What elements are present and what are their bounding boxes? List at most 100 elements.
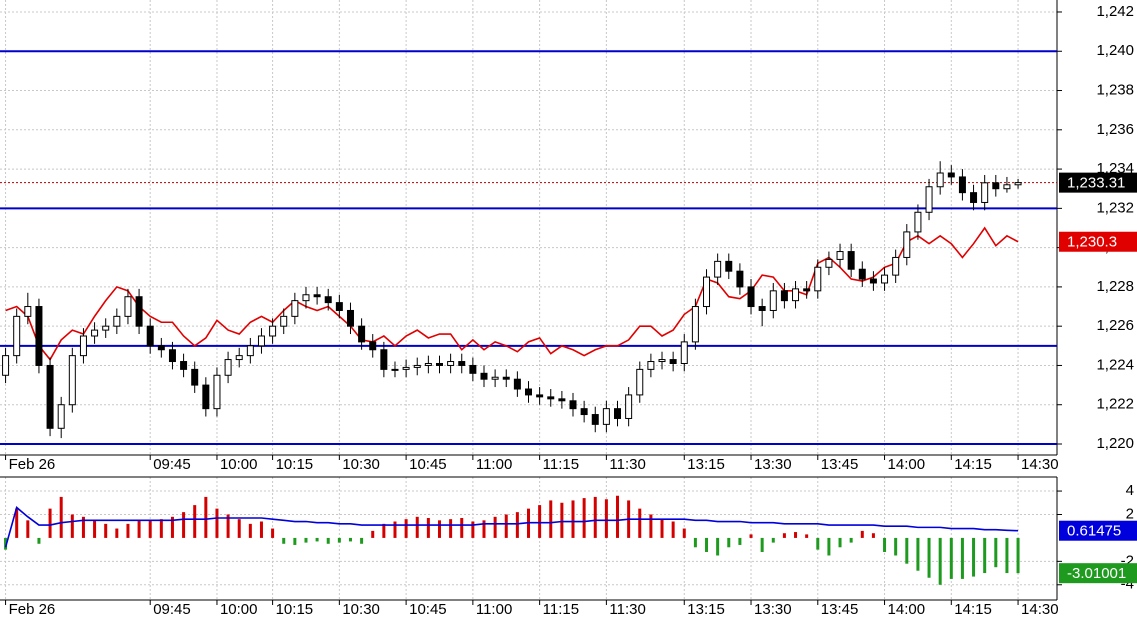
candle-body <box>502 376 510 380</box>
candle-body <box>881 274 889 284</box>
candle-body <box>435 362 443 366</box>
indicator-line <box>5 226 1019 361</box>
candle-body <box>558 398 566 402</box>
x-tick-label: Feb 26 <box>9 601 56 618</box>
histogram-bar <box>137 520 141 538</box>
histogram-bar <box>949 537 953 579</box>
histogram-bar <box>538 505 542 538</box>
candle-body <box>769 290 777 311</box>
histogram-bar <box>849 537 853 543</box>
candle-body <box>68 355 76 406</box>
x-tick-label: 13:45 <box>821 456 859 473</box>
histogram-bar <box>271 528 275 538</box>
y-tick-label: 1,228 <box>1096 278 1134 295</box>
x-tick-label: 13:30 <box>754 456 792 473</box>
candle-body <box>947 172 955 178</box>
candle-body <box>135 296 143 327</box>
histogram-bar <box>337 537 341 543</box>
candle-body <box>580 408 588 416</box>
y-tick-label: 1,220 <box>1096 435 1134 452</box>
histogram-bar <box>148 520 152 538</box>
x-tick-label: 11:30 <box>609 456 645 473</box>
histogram-bar <box>671 521 675 538</box>
candle-body <box>914 211 922 233</box>
x-tick-label: 13:45 <box>821 601 859 618</box>
candle-body <box>79 335 87 357</box>
candle-body <box>725 260 733 272</box>
histogram-bar <box>727 537 731 548</box>
x-tick-label: 10:15 <box>276 601 314 618</box>
candle-body <box>57 404 65 429</box>
histogram-bar <box>604 499 608 538</box>
candle-body <box>780 290 788 302</box>
candle-body <box>547 396 555 400</box>
histogram-bar <box>282 537 286 544</box>
histogram-bar <box>1016 537 1020 574</box>
candle-body <box>424 362 432 366</box>
histogram-bar <box>593 496 597 538</box>
histogram-bar <box>326 537 330 544</box>
candle-body <box>458 361 466 366</box>
candle-body <box>447 361 455 366</box>
candle-body <box>536 394 544 398</box>
candle-body <box>825 258 833 268</box>
candle-body <box>313 294 321 298</box>
candle-body <box>369 341 377 351</box>
histogram-bar <box>649 514 653 538</box>
x-tick-label: 13:30 <box>754 601 792 618</box>
histogram-bar <box>449 519 453 538</box>
histogram-bar <box>193 505 197 538</box>
histogram-bar <box>482 520 486 538</box>
value-label: -3.01001 <box>1067 565 1126 582</box>
x-tick-label: 10:00 <box>220 456 258 473</box>
x-tick-label: 10:00 <box>220 601 258 618</box>
candle-body <box>380 349 388 370</box>
y-tick-label: 1,222 <box>1096 396 1134 413</box>
candle-body <box>480 372 488 380</box>
candle-body <box>614 408 622 419</box>
y-tick-label: 1,238 <box>1096 81 1134 98</box>
histogram-bar <box>560 502 564 538</box>
candle-body <box>958 176 966 194</box>
candle-body <box>335 302 343 311</box>
histogram-bar <box>515 512 519 538</box>
histogram-bar <box>927 537 931 578</box>
histogram-bar <box>4 537 8 550</box>
histogram-bar <box>237 519 241 538</box>
candle-body <box>680 341 688 364</box>
y-tick-label: 1,232 <box>1096 199 1134 216</box>
histogram-bar <box>248 523 252 538</box>
candle-body <box>191 368 199 386</box>
histogram-bar <box>15 508 19 538</box>
histogram-bar <box>159 519 163 538</box>
histogram-bar <box>382 523 386 538</box>
candle-body <box>280 315 288 327</box>
candle-body <box>569 400 577 410</box>
x-tick-label: 10:45 <box>409 601 447 618</box>
histogram-bar <box>348 537 352 542</box>
histogram-bar <box>493 516 497 538</box>
y-tick-label: 1,224 <box>1096 356 1134 373</box>
x-tick-label: 11:15 <box>543 601 579 618</box>
x-tick-label: Feb 26 <box>9 456 56 473</box>
x-tick-label: 11:15 <box>543 456 579 473</box>
candle-body <box>291 300 299 317</box>
value-label: 1,230.3 <box>1067 234 1117 251</box>
histogram-bar <box>393 521 397 538</box>
histogram-bar <box>48 508 52 538</box>
x-tick-label: 10:30 <box>342 601 380 618</box>
histogram-bar <box>938 537 942 585</box>
candle-body <box>24 306 32 317</box>
candle-body <box>970 192 978 203</box>
candle-body <box>591 414 599 425</box>
candle-body <box>213 374 221 410</box>
candle-body <box>46 364 54 429</box>
candle-body <box>836 251 844 260</box>
histogram-bar <box>616 495 620 538</box>
x-tick-label: 10:45 <box>409 456 447 473</box>
candle-body <box>1014 182 1022 186</box>
candle-body <box>102 325 110 331</box>
candle-body <box>714 260 722 278</box>
histogram-bar <box>26 520 30 538</box>
candle-body <box>35 306 43 366</box>
